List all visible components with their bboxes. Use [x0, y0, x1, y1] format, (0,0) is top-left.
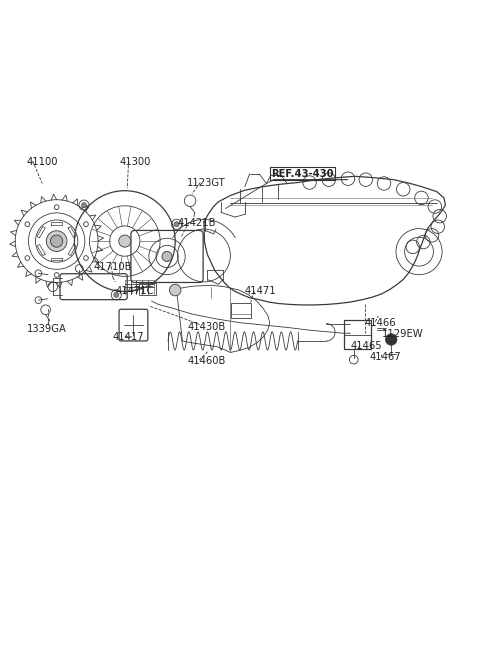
Text: 1339GA: 1339GA: [26, 324, 66, 334]
Text: 41300: 41300: [120, 157, 151, 167]
Text: 1129EW: 1129EW: [382, 329, 423, 339]
Text: 41460B: 41460B: [187, 356, 226, 366]
Text: 41467: 41467: [370, 352, 401, 362]
Text: 41100: 41100: [26, 157, 58, 167]
Text: 41466: 41466: [365, 318, 396, 328]
Circle shape: [174, 222, 179, 227]
Text: REF.43-430: REF.43-430: [271, 169, 334, 179]
Text: 41471C: 41471C: [115, 286, 154, 295]
Circle shape: [46, 231, 67, 252]
Text: 41710B: 41710B: [94, 261, 132, 272]
Text: 41421B: 41421B: [178, 218, 216, 228]
Circle shape: [82, 202, 86, 208]
Circle shape: [169, 284, 181, 296]
Text: 41417: 41417: [113, 332, 144, 342]
Circle shape: [385, 334, 397, 345]
Text: 41471: 41471: [245, 286, 276, 297]
Text: 41430B: 41430B: [187, 322, 226, 331]
Circle shape: [50, 235, 63, 247]
Circle shape: [119, 235, 131, 247]
Text: 1123GT: 1123GT: [187, 179, 226, 189]
Circle shape: [162, 252, 172, 261]
Circle shape: [114, 292, 119, 297]
Text: 41465: 41465: [350, 341, 382, 350]
